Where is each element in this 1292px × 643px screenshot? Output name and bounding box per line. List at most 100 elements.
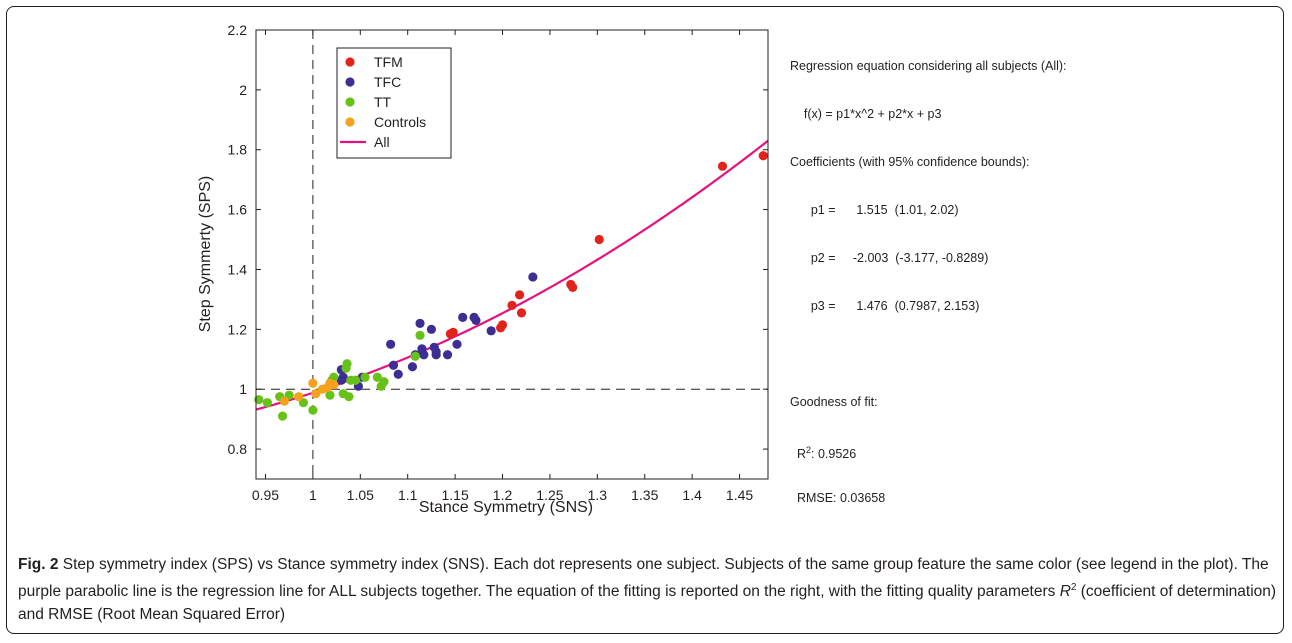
point-tfc [386, 339, 396, 349]
r-squared-value: : 0.9526 [811, 447, 857, 462]
point-controls [311, 389, 321, 399]
y-axis-title: Step Symmerty (SPS) [197, 176, 214, 332]
x-tick-label: 1.3 [588, 487, 608, 503]
fit-curve-layer [255, 139, 769, 411]
point-tfc [452, 339, 462, 349]
y-tick-label: 1.6 [228, 202, 248, 218]
annotation-line: Regression equation considering all subj… [790, 59, 1067, 73]
point-tt [415, 330, 425, 340]
legend-marker-controls [345, 117, 355, 127]
r-squared-line: R2: 0.9526 [790, 442, 1067, 462]
annotation-line: p3 = 1.476 (0.7987, 2.153) [790, 299, 980, 313]
point-tfc [426, 324, 437, 334]
r-squared-label: R [790, 447, 806, 462]
annotation-line: Coefficients (with 95% confidence bounds… [790, 155, 1030, 169]
regression-line-all [255, 139, 769, 411]
y-tick-label: 1.4 [228, 261, 248, 277]
point-tfc [419, 350, 429, 360]
y-tick-label: 1 [239, 381, 247, 397]
annotation-line: p1 = 1.515 (1.01, 2.02) [790, 203, 959, 217]
point-tt [410, 351, 420, 361]
point-tfc [393, 369, 403, 379]
rmse-line: RMSE: 0.03658 [790, 491, 886, 505]
point-tfc [458, 312, 468, 322]
point-tfm [507, 300, 517, 310]
x-tick-label: 0.95 [252, 487, 279, 503]
point-tfm [717, 161, 728, 171]
x-tick-label: 1 [309, 487, 317, 503]
point-tfm [758, 151, 768, 161]
data-points [254, 151, 768, 421]
point-controls [294, 392, 304, 402]
legend-marker-tt [345, 97, 355, 107]
point-tt [308, 405, 318, 415]
annotation-line: p2 = -2.003 (-3.177, -0.8289) [790, 251, 989, 265]
point-tfm [516, 308, 527, 318]
point-controls [279, 396, 290, 406]
x-tick-label: 1.25 [536, 487, 563, 503]
y-tick-label: 1.8 [228, 142, 248, 158]
x-tick-label: 1.05 [347, 487, 374, 503]
point-tt [254, 395, 264, 405]
point-tt [350, 375, 361, 385]
axis-ticks: 0.95 1 1.05 1.1 1.15 1.2 1.25 1.3 1.35 1.4 1.45 0.8… [228, 22, 768, 503]
x-axis-title: Stance Symmetry (SNS) [419, 499, 593, 516]
point-tt [379, 377, 389, 387]
legend: TFM TFC TT Controls All [336, 47, 452, 159]
point-tfc [431, 347, 441, 357]
point-tfc [471, 315, 481, 325]
point-tfc [528, 272, 538, 282]
x-tick-label: 1.1 [398, 487, 418, 503]
reference-lines [256, 30, 768, 479]
legend-label-tt: TT [374, 94, 392, 110]
figure-label: Fig. 2 [18, 556, 59, 573]
annotation-line: Goodness of fit: [790, 395, 878, 409]
point-tt [360, 372, 370, 382]
legend-label-controls: Controls [374, 114, 426, 130]
x-tick-label: 1.35 [631, 487, 658, 503]
y-tick-label: 2.2 [228, 22, 248, 38]
legend-label-all: All [374, 134, 390, 150]
legend-label-tfm: TFM [374, 54, 403, 70]
figure-caption: Fig. 2 Step symmetry index (SPS) vs Stan… [18, 553, 1280, 626]
x-tick-label: 1.15 [441, 487, 468, 503]
point-tfm [497, 320, 508, 330]
x-tick-label: 1.2 [493, 487, 513, 503]
point-tt [372, 372, 382, 382]
x-tick-label: 1.4 [682, 487, 702, 503]
legend-marker-tfm [345, 57, 355, 67]
point-tt [325, 390, 335, 400]
legend-marker-tfc [345, 77, 355, 87]
point-tfm [568, 282, 578, 293]
scatter-chart: 0.95 1 1.05 1.1 1.15 1.2 1.25 1.3 1.35 1.4 1.45 0.8… [197, 22, 769, 516]
point-tt [344, 392, 354, 402]
y-tick-label: 0.8 [228, 441, 248, 457]
caption-r2-exponent: 2 [1070, 582, 1077, 593]
annotation-line: f(x) = p1*x^2 + p2*x + p3 [790, 107, 942, 121]
legend-label-tfc: TFC [374, 74, 401, 90]
plot-area-border [255, 29, 769, 480]
regression-annotation: Regression equation considering all subj… [790, 26, 1067, 522]
point-tfm [514, 290, 525, 300]
r-squared-exponent: 2 [805, 445, 811, 455]
point-tfm [594, 234, 604, 245]
annotation-spacer [790, 346, 1067, 362]
y-tick-label: 1.2 [228, 321, 248, 337]
figure-frame [6, 6, 1284, 634]
point-tfc [388, 360, 399, 370]
point-controls [329, 380, 339, 390]
point-tfm [448, 327, 458, 337]
point-tfc [415, 318, 425, 328]
point-tt [262, 398, 272, 408]
point-tt [342, 359, 352, 369]
point-tfc [486, 326, 496, 336]
caption-text-end: (coefficient of determination) and RMSE … [18, 583, 1277, 624]
point-tfc [442, 350, 453, 360]
caption-text: Step symmetry index (SPS) vs Stance symm… [18, 556, 1269, 601]
x-tick-label: 1.45 [726, 487, 753, 503]
point-tfc [407, 362, 418, 372]
caption-r2-symbol: R [1059, 583, 1071, 601]
legend-box [336, 47, 452, 159]
point-tfc [338, 372, 348, 382]
point-tt [277, 411, 288, 421]
